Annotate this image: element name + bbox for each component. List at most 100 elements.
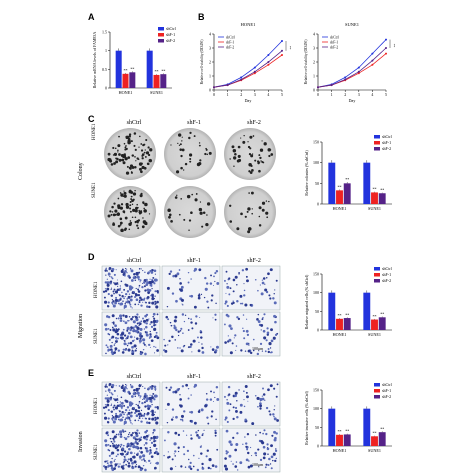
- colony: [112, 146, 115, 150]
- stained-cell: [104, 460, 107, 463]
- x-tick-label: 3: [254, 92, 256, 97]
- stained-cell: [152, 392, 155, 395]
- stained-cell: [270, 351, 273, 354]
- x-tick-label: HONE1: [333, 206, 347, 211]
- stained-cell: [153, 324, 156, 327]
- stained-cell: [119, 287, 122, 289]
- stained-cell: [234, 334, 237, 337]
- stained-cell: [149, 451, 152, 454]
- stained-cell: [106, 421, 110, 424]
- stained-cell: [116, 398, 119, 401]
- stained-cell: [155, 447, 158, 450]
- stained-cell: [182, 420, 184, 422]
- y-axis-label: Relative mRNA levels of FAM83A: [92, 32, 97, 89]
- significance-marker: **: [373, 187, 377, 192]
- stained-cell: [239, 461, 243, 465]
- stained-cell: [143, 412, 146, 415]
- stained-cell: [193, 305, 197, 309]
- stained-cell: [176, 272, 180, 276]
- stained-cell: [149, 269, 152, 272]
- colony: [117, 151, 119, 153]
- colony: [257, 161, 260, 165]
- series-line: [317, 47, 387, 88]
- stained-cell: [126, 329, 129, 332]
- stained-cell: [268, 342, 272, 346]
- stained-cell: [146, 421, 149, 424]
- stained-cell: [136, 326, 139, 329]
- stained-cell: [126, 300, 130, 304]
- stained-cell: [232, 301, 235, 305]
- colony: [141, 153, 145, 156]
- stained-cell: [263, 452, 267, 456]
- colony: [123, 211, 126, 214]
- stained-cell: [134, 303, 137, 306]
- stained-cell: [150, 271, 154, 274]
- stained-cell: [270, 328, 273, 332]
- stained-cell: [267, 350, 271, 354]
- stained-cell: [104, 416, 108, 420]
- stained-cell: [113, 351, 116, 355]
- stained-cell: [142, 464, 145, 467]
- chart-a: 0 0.5 1 1.5 Relative mRNA levels of FAM83A **…: [92, 26, 177, 95]
- stained-cell: [261, 350, 264, 352]
- stained-cell: [128, 331, 131, 335]
- stained-cell: [205, 282, 209, 285]
- y-tick-label: 150: [313, 388, 319, 393]
- legend-label: shF-1: [382, 140, 391, 145]
- stained-cell: [125, 268, 128, 270]
- colony: [251, 169, 254, 172]
- data-point: [330, 84, 333, 87]
- stained-cell: [246, 333, 250, 337]
- stained-cell: [144, 289, 147, 292]
- colony: [232, 149, 237, 153]
- colony: [131, 166, 133, 169]
- stained-cell: [140, 304, 143, 307]
- stained-cell: [196, 468, 200, 472]
- stained-cell: [106, 283, 110, 287]
- colony: [134, 189, 136, 192]
- stained-cell: [153, 385, 157, 389]
- stained-cell: [137, 465, 141, 469]
- stained-cell: [154, 273, 156, 275]
- colony: [248, 170, 251, 173]
- stained-cell: [106, 386, 108, 388]
- stained-cell: [265, 276, 268, 279]
- colony: [132, 208, 136, 212]
- stained-cell: [135, 387, 139, 392]
- stained-cell: [138, 400, 141, 403]
- significance-marker: **: [380, 188, 384, 193]
- colony: [206, 214, 208, 216]
- stained-cell: [261, 281, 265, 285]
- stained-cell: [111, 267, 115, 271]
- colony-image-grid: shCtrl shF-1 shF-2 Colony HONE1 SUNE1: [78, 120, 282, 238]
- colony: [129, 204, 132, 207]
- stained-cell: [120, 433, 123, 436]
- colony: [131, 171, 134, 174]
- stained-cell: [126, 344, 129, 347]
- colony: [110, 163, 114, 166]
- data-point: [240, 78, 243, 81]
- colony: [179, 143, 182, 146]
- stained-cell: [153, 440, 156, 443]
- stained-cell: [216, 282, 220, 285]
- stained-cell: [114, 336, 118, 340]
- legend-swatch: [374, 147, 380, 151]
- stained-cell: [152, 431, 154, 434]
- stained-cell: [245, 458, 249, 462]
- stained-cell: [146, 404, 150, 408]
- stained-cell: [104, 405, 108, 409]
- colony: [137, 158, 140, 160]
- stained-cell: [140, 320, 143, 323]
- stained-cell: [243, 294, 246, 297]
- stained-cell: [246, 432, 250, 436]
- stained-cell: [108, 388, 110, 391]
- stained-cell: [134, 395, 137, 398]
- stained-cell: [107, 443, 110, 446]
- stained-cell: [121, 411, 124, 414]
- stained-cell: [106, 270, 108, 272]
- stained-cell: [246, 451, 250, 455]
- x-tick-label: HONE1: [119, 90, 133, 95]
- stained-cell: [156, 300, 159, 304]
- stained-cell: [174, 455, 177, 457]
